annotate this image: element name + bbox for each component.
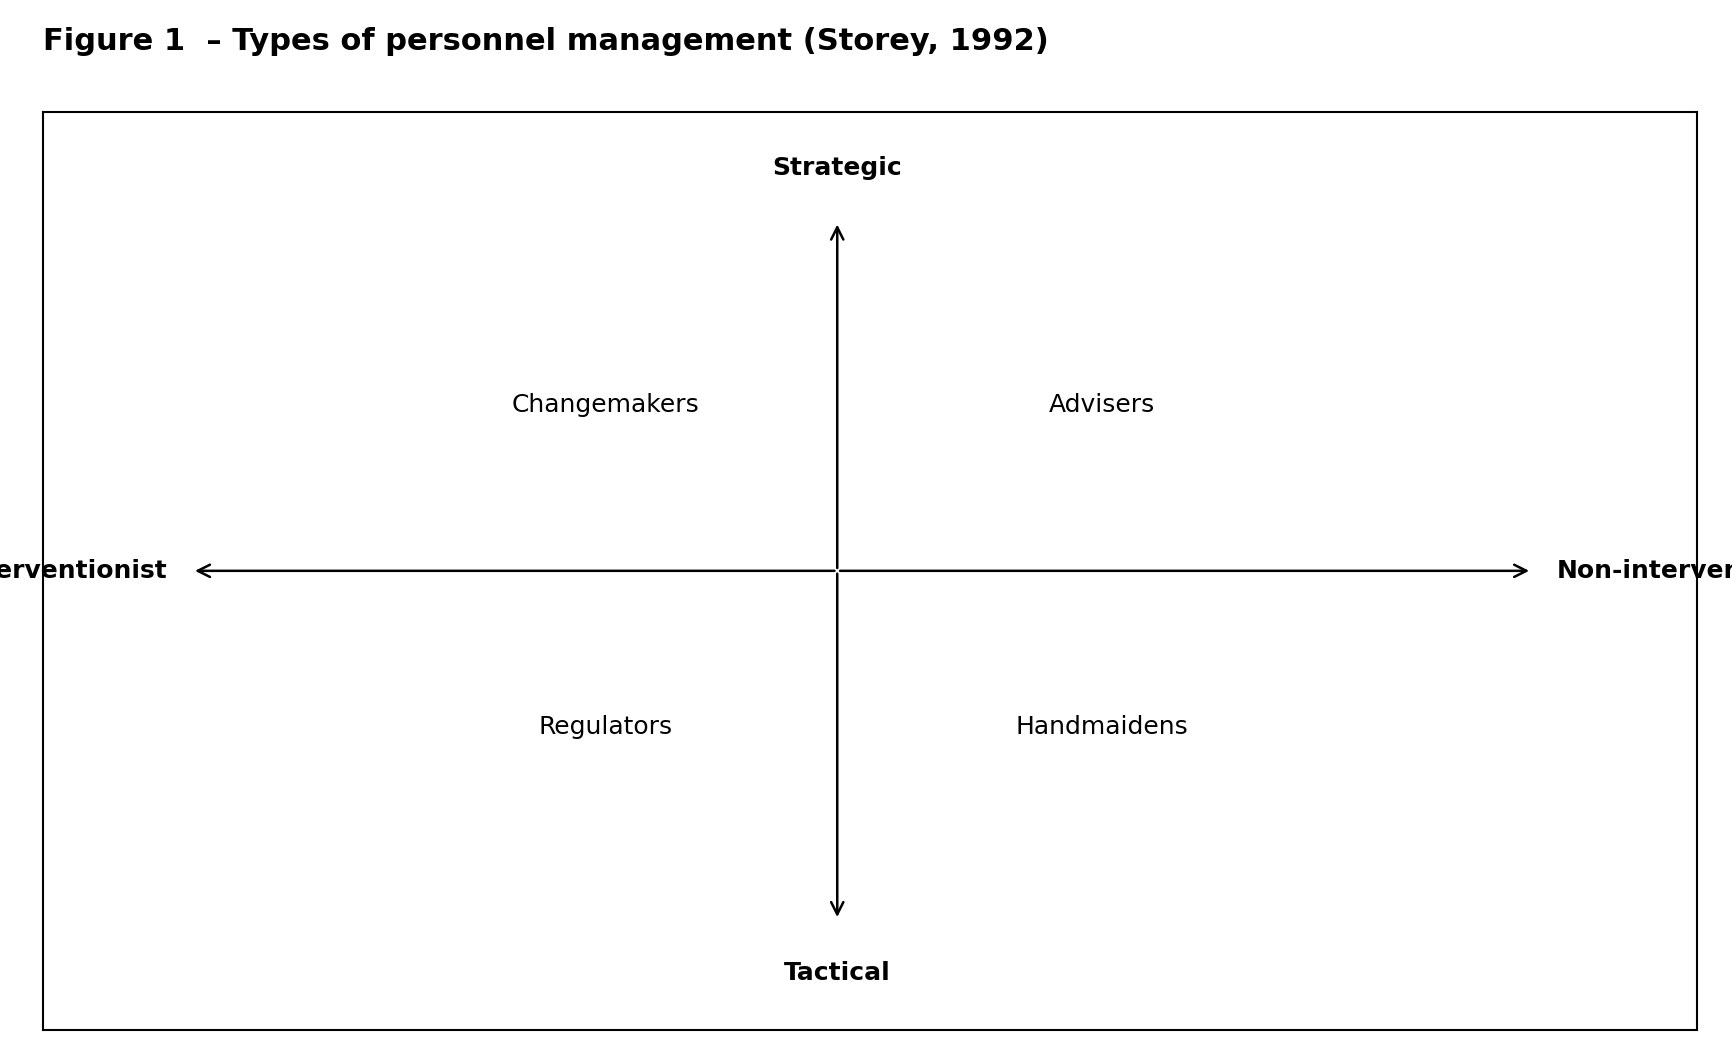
- Text: Strategic: Strategic: [772, 156, 902, 181]
- Text: Tactical: Tactical: [785, 961, 890, 986]
- Text: Handmaidens: Handmaidens: [1015, 715, 1188, 739]
- Text: Non-interventionist: Non-interventionist: [1557, 559, 1732, 583]
- Text: Advisers: Advisers: [1050, 394, 1155, 417]
- Text: Changemakers: Changemakers: [511, 394, 700, 417]
- Text: Interventionist: Interventionist: [0, 559, 168, 583]
- Text: Regulators: Regulators: [539, 715, 672, 739]
- Text: Figure 1  – Types of personnel management (Storey, 1992): Figure 1 – Types of personnel management…: [43, 27, 1050, 55]
